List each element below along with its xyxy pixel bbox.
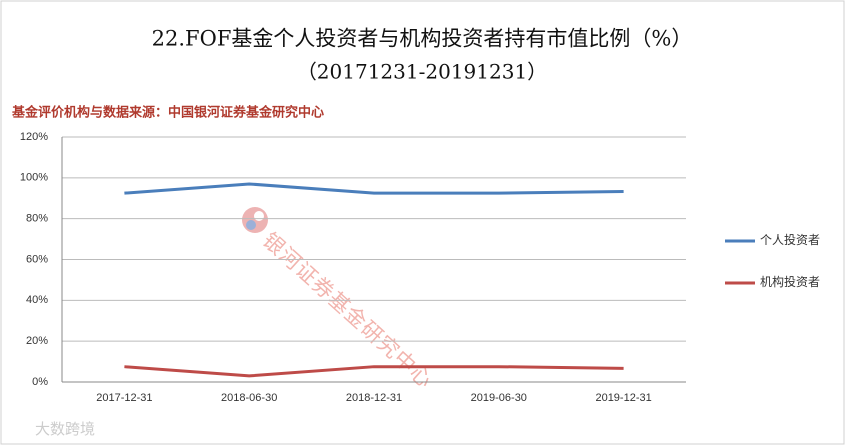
y-tick-label: 100% [20,172,48,184]
y-tick-label: 80% [26,213,48,225]
watermark-logo [242,207,268,233]
y-tick-label: 120% [20,131,48,143]
x-tick-label: 2017-12-31 [96,392,152,404]
x-tick-label: 2018-06-30 [221,392,277,404]
y-tick-label: 20% [26,335,48,347]
y-tick-label: 0% [32,376,48,388]
x-tick-label: 2018-12-31 [346,392,402,404]
legend-label: 机构投资者 [760,274,820,289]
chart-title: 22.FOF基金个人投资者与机构投资者持有市值比例（%） [152,27,693,51]
source-note: 基金评价机构与数据来源：中国银河证券基金研究中心 [11,105,324,121]
corner-mark: 大数跨境 [35,420,95,438]
chart-subtitle: （20171231-20191231） [297,60,547,84]
y-tick-label: 60% [26,253,48,265]
x-tick-label: 2019-06-30 [471,392,527,404]
series-line [124,182,624,195]
legend-label: 个人投资者 [760,232,820,247]
x-tick-label: 2019-12-31 [595,392,651,404]
y-tick-label: 40% [26,294,48,306]
series-line [124,365,624,378]
